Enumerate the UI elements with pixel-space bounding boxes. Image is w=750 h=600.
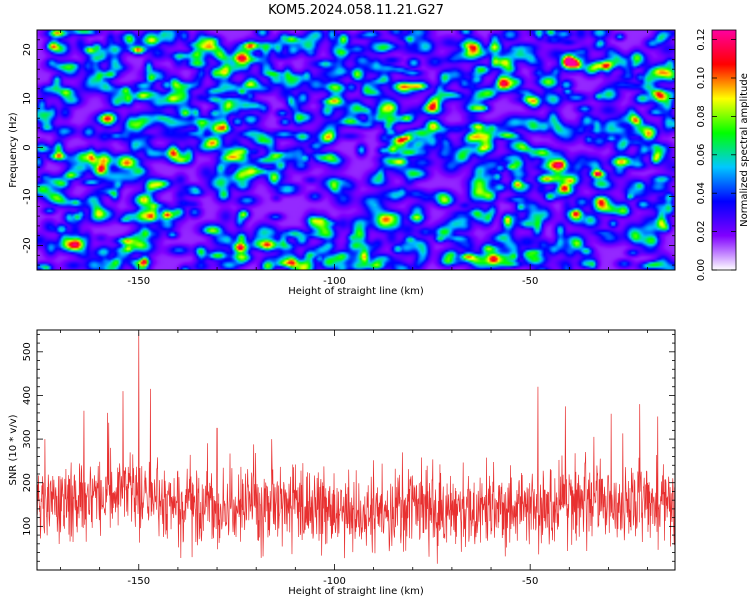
heatmap-y-axis-label: Frequency (Hz) xyxy=(8,112,19,188)
snr-y-tick-label: 400 xyxy=(22,386,33,405)
heatmap-x-tick-label: -50 xyxy=(522,276,538,287)
heatmap-x-axis-label: Height of straight line (km) xyxy=(288,286,424,297)
snr-y-tick-label: 100 xyxy=(22,517,33,536)
colorbar-tick-label: 0.06 xyxy=(696,144,707,166)
snr-y-tick-label: 500 xyxy=(22,342,33,361)
snr-frame xyxy=(36,329,676,571)
colorbar-tick-label: 0.10 xyxy=(696,67,707,89)
heatmap-y-tick-label: 0 xyxy=(22,144,33,150)
heatmap-x-ticks: -150 -100 -50 xyxy=(60,30,649,287)
heatmap-y-tick-label: 20 xyxy=(22,43,33,56)
colorbar: 0.00 0.02 0.04 0.06 0.08 0.10 0.12 Normalized … xyxy=(696,28,750,281)
colorbar-tick-label: 0.00 xyxy=(696,259,707,281)
colorbar-tick-label: 0.02 xyxy=(696,220,707,242)
snr-x-ticks: -150 -100 -50 xyxy=(60,330,649,587)
heatmap-frame xyxy=(36,29,676,271)
colorbar-label: Normalized spectral amplitude xyxy=(739,73,750,227)
figure-title: KOM5.2024.058.11.21.G27 xyxy=(268,3,444,18)
snr-x-axis-label: Height of straight line (km) xyxy=(288,586,424,597)
heatmap-x-tick-label: -100 xyxy=(323,276,346,287)
snr-y-tick-label: 300 xyxy=(22,430,33,449)
colorbar-tick-label: 0.04 xyxy=(696,182,707,204)
heatmap-image xyxy=(37,30,675,270)
colorbar-ticks: 0.00 0.02 0.04 0.06 0.08 0.10 0.12 xyxy=(696,28,736,281)
colorbar-bar xyxy=(711,29,737,271)
snr-y-tick-label: 200 xyxy=(22,473,33,492)
snr-series-line xyxy=(37,332,675,564)
colorbar-tick-label: 0.12 xyxy=(696,28,707,50)
snr-x-tick-label: -50 xyxy=(522,576,538,587)
snr-x-tick-label: -100 xyxy=(323,576,346,587)
snr-y-ticks: 100 200 300 400 500 xyxy=(22,333,675,571)
heatmap-y-tick-label: -10 xyxy=(22,188,33,204)
heatmap-y-tick-label: 10 xyxy=(22,92,33,105)
heatmap-y-ticks: -20 -10 0 10 20 xyxy=(22,29,675,266)
colorbar-tick-label: 0.08 xyxy=(696,105,707,127)
snr-y-axis-label: SNR (10 * v/v) xyxy=(8,414,19,485)
heatmap-y-tick-label: -20 xyxy=(22,237,33,253)
snr-x-tick-label: -150 xyxy=(127,576,150,587)
snr-panel: -150 -100 -50 100 200 300 400 500 Height of st… xyxy=(8,329,676,597)
heatmap-x-tick-label: -150 xyxy=(127,276,150,287)
